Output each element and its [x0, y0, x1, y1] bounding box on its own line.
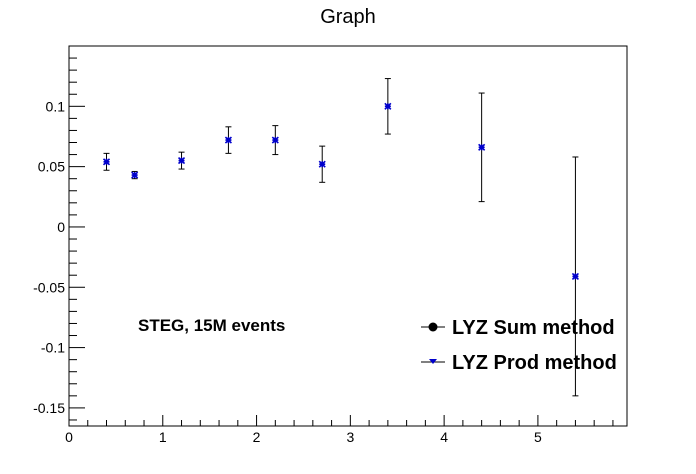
legend-marker: [428, 322, 438, 332]
data-point: [271, 136, 279, 144]
data-point: [102, 158, 111, 166]
chart-annotation: STEG, 15M events: [138, 316, 285, 335]
data-point: [384, 102, 392, 110]
legend-label: LYZ Sum method: [452, 317, 615, 339]
data-point: [478, 143, 486, 151]
data-point: [224, 136, 232, 144]
y-tick-label: 0: [57, 219, 65, 235]
x-tick-label: 5: [534, 429, 542, 445]
legend: LYZ Sum method LYZ Prod method: [421, 317, 617, 374]
y-tick-label: -0.1: [41, 340, 65, 356]
data-point: [318, 160, 326, 168]
data-point: [177, 157, 186, 165]
chart-marks: [102, 78, 579, 397]
plot-frame: [68, 45, 628, 427]
legend-label: LYZ Prod method: [452, 352, 617, 374]
x-tick-label: 1: [159, 429, 167, 445]
x-tick-label: 0: [65, 429, 73, 445]
legend-marker: [429, 359, 437, 364]
y-tick-label: 0.1: [46, 98, 66, 114]
data-point: [571, 272, 579, 280]
axes: 0 1 2 3 4 5 -0.15 -0.1 -0.05 0 0.05 0.1: [33, 45, 614, 445]
x-tick-label: 2: [253, 429, 261, 445]
data-point: [131, 171, 139, 179]
x-tick-label: 3: [346, 429, 354, 445]
x-tick-label: 4: [440, 429, 448, 445]
y-tick-label: 0.05: [38, 159, 65, 175]
chart-title: Graph: [320, 6, 376, 28]
y-tick-label: -0.15: [33, 400, 65, 416]
y-tick-label: -0.05: [33, 279, 65, 295]
